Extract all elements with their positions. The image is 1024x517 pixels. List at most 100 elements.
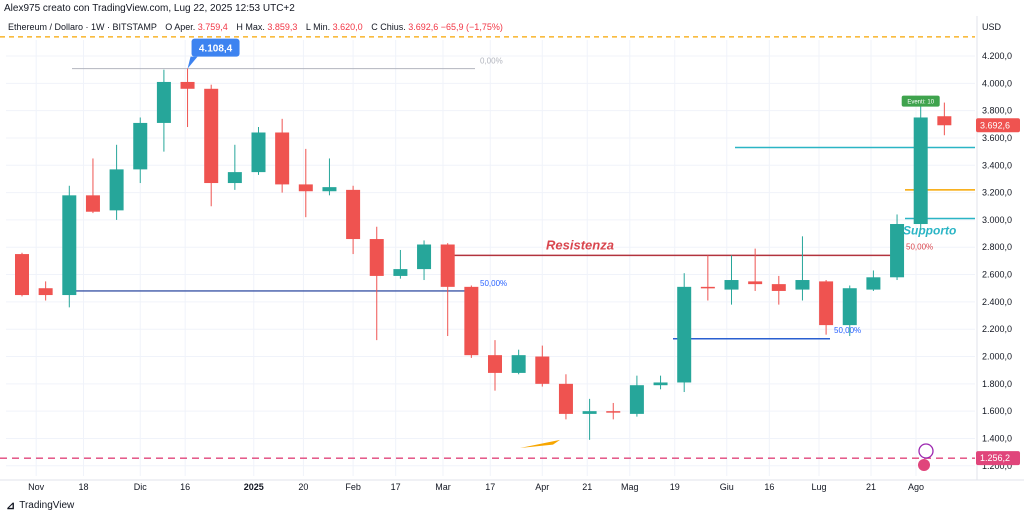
candle (15, 252, 29, 297)
candle (606, 402, 621, 420)
candle-body (700, 286, 715, 289)
resistance-label: Resistenza (546, 237, 614, 252)
price-tick-label: 2.600,0 (982, 270, 1012, 280)
change-value: −65,9 (−1,75%) (440, 22, 503, 32)
candle (251, 127, 266, 175)
candle-body (109, 169, 124, 211)
open-name: Aper. (174, 22, 196, 32)
fib-50-upper-label: 50,00% (906, 242, 933, 251)
candle-body (393, 269, 408, 276)
candle (227, 144, 242, 190)
price-tick-label: 3.800,0 (982, 106, 1012, 116)
high-name: Max. (245, 22, 265, 32)
time-tick-label: Feb (345, 482, 361, 492)
price-tick-label: 1.600,0 (982, 406, 1012, 416)
price-axis[interactable]: 4.200,0 4.000,0 3.800,0 3.600,0 3.400,0 3.200… (976, 51, 1020, 471)
candle (109, 144, 124, 220)
tradingview-brand: TradingView (19, 500, 75, 511)
candle (582, 398, 597, 440)
candle-body (748, 281, 763, 285)
ath-badge (191, 38, 240, 57)
candle (819, 280, 834, 335)
candle (133, 117, 148, 184)
candle-body (251, 132, 266, 173)
time-tick-label: 19 (670, 482, 680, 492)
ath-label: 4.108,4 (199, 44, 233, 55)
candle-body (298, 184, 313, 192)
candle (724, 255, 739, 305)
candle (558, 374, 573, 420)
symbol-name[interactable]: Ethereum / Dollaro · 1W · BITSTAMP (8, 22, 157, 32)
candle (275, 118, 290, 193)
candle (913, 103, 928, 230)
close-name: Chius. (380, 22, 406, 32)
time-tick-label: Lug (811, 482, 826, 492)
time-tick-label: 2025 (244, 482, 264, 492)
chart-annotations: 4.108,4 Eventi: 10 (187, 38, 940, 471)
currency-label: USD (982, 22, 1002, 32)
current-price-label: 3.692,6 (980, 120, 1010, 130)
bottom-level-label: 1.256,2 (980, 453, 1010, 463)
candle-body (558, 383, 573, 414)
open-value: 3.759,4 (197, 22, 228, 32)
candle (535, 345, 550, 387)
candle-body (771, 284, 786, 291)
candle-series (15, 68, 952, 440)
candle (937, 102, 952, 136)
candle (700, 255, 715, 301)
candle-body (133, 122, 148, 170)
price-tick-label: 3.000,0 (982, 215, 1012, 225)
low-label: L (305, 22, 311, 32)
candle (866, 270, 881, 291)
candle (417, 240, 432, 281)
candle-body (606, 411, 621, 413)
candle (629, 375, 644, 417)
candle (890, 214, 905, 281)
candle-body (275, 132, 290, 185)
chart-author-line: Alex975 creato con TradingView.com, Lug … (4, 3, 295, 14)
candle (653, 375, 668, 390)
candle-body (369, 239, 384, 276)
bottom-arrow (520, 439, 560, 449)
candle-body (819, 281, 834, 326)
candle (180, 68, 195, 128)
symbol-ohlc-legend: Ethereum / Dollaro · 1W · BITSTAMP O Ape… (8, 22, 503, 32)
low-value: 3.620,0 (332, 22, 363, 32)
close-value: 3.692,6 (408, 22, 439, 32)
candle-body (227, 172, 242, 184)
price-tick-label: 1.200,0 (982, 461, 1012, 471)
high-value: 3.859,3 (267, 22, 298, 32)
candle-body (724, 280, 739, 290)
candle-body (913, 117, 928, 225)
support-label: Supporto (903, 224, 956, 238)
time-tick-label: Mar (435, 482, 451, 492)
candle (322, 158, 337, 196)
tradingview-logo[interactable]: ⊿ TradingView (6, 499, 74, 512)
candle (440, 243, 455, 337)
candle (511, 349, 526, 375)
fib-50-left-label: 50,00% (480, 279, 507, 288)
candle (204, 84, 219, 207)
candle-body (842, 288, 857, 326)
time-tick-label: Mag (621, 482, 639, 492)
candle-body (866, 277, 881, 290)
time-axis[interactable]: Nov 18 Dic 16 2025 20 Feb 17 Mar 17 Apr 21 Mag 19 Giu 1… (28, 482, 924, 492)
candle-body (156, 81, 171, 123)
candle (85, 158, 100, 214)
chart-grid (0, 16, 1024, 481)
candle (795, 236, 810, 301)
flag-us-icon (918, 459, 930, 471)
tradingview-logo-icon: ⊿ (6, 500, 16, 512)
time-tick-label: Giu (720, 482, 734, 492)
price-tick-label: 3.600,0 (982, 133, 1012, 143)
event-badge-box (901, 95, 940, 107)
candle (677, 273, 692, 393)
candle (393, 249, 408, 279)
candle-body (937, 116, 952, 126)
candle (346, 185, 361, 255)
bottom-level-badge (976, 451, 1020, 466)
candle-body (653, 382, 668, 386)
price-tick-label: 4.200,0 (982, 51, 1012, 61)
current-price-badge (976, 118, 1020, 133)
